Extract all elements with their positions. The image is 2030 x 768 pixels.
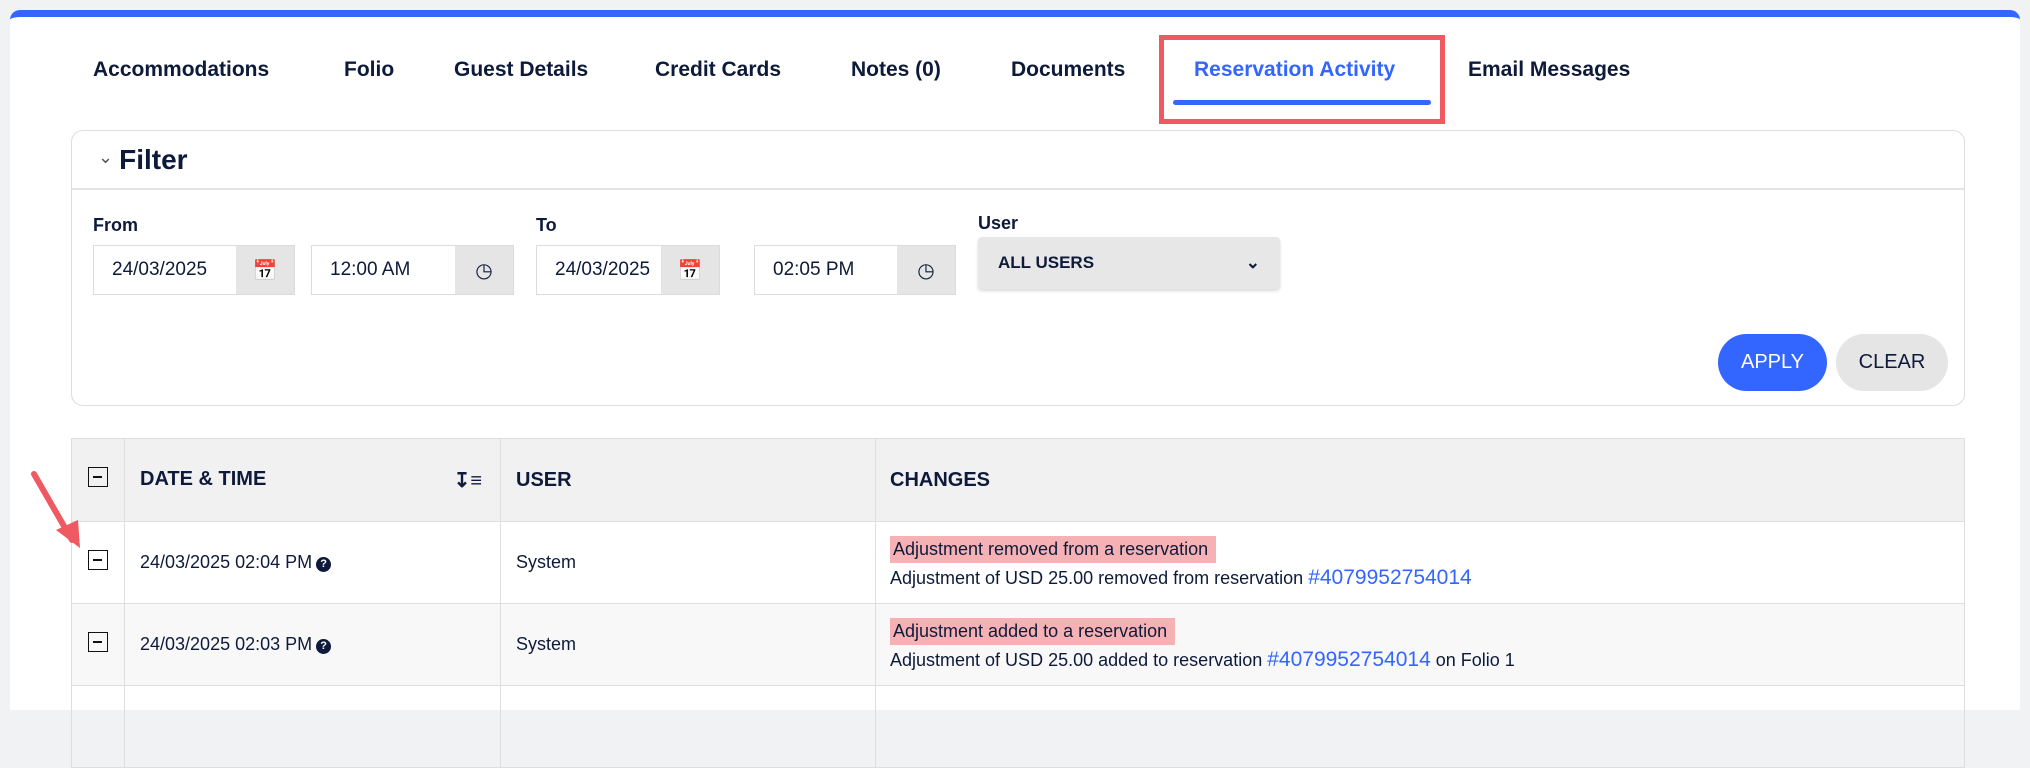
- active-tab-underline: [1173, 100, 1431, 105]
- reservation-link[interactable]: #4079952754014: [1267, 647, 1431, 671]
- change-detail: Adjustment of USD 25.00 added to reserva…: [890, 649, 1263, 670]
- tab-folio[interactable]: Folio: [344, 58, 395, 81]
- calendar-icon[interactable]: 📅: [236, 246, 294, 294]
- from-time-field[interactable]: 12:00 AM ◷: [311, 245, 514, 295]
- collapse-row-toggle[interactable]: [88, 632, 108, 652]
- table-row: 24/03/2025 02:03 PM? System Adjustment a…: [71, 603, 1965, 686]
- from-label: From: [93, 215, 138, 235]
- clear-button[interactable]: CLEAR: [1836, 334, 1948, 391]
- chevron-down-icon: ⌄: [98, 147, 114, 167]
- to-time-value[interactable]: 02:05 PM: [773, 259, 855, 280]
- help-icon[interactable]: ?: [316, 639, 332, 654]
- filter-toggle[interactable]: ⌄ Filter: [72, 131, 1964, 190]
- user-select-value: ALL USERS: [998, 253, 1095, 272]
- sort-desc-icon[interactable]: ↧≡: [453, 469, 482, 492]
- to-date-field[interactable]: 24/03/2025 📅: [536, 245, 720, 295]
- chevron-down-icon: ⌄: [1245, 253, 1260, 272]
- change-tag: Adjustment removed from a reservation: [890, 535, 1217, 563]
- change-tag: Adjustment added to a reservation: [890, 617, 1176, 645]
- to-date-value[interactable]: 24/03/2025: [555, 259, 651, 280]
- tab-reservation-activity[interactable]: Reservation Activity: [1194, 58, 1396, 81]
- user-label: User: [978, 213, 1019, 233]
- tab-email-messages[interactable]: Email Messages: [1468, 58, 1631, 81]
- header-user: USER: [500, 438, 876, 522]
- activity-table: DATE & TIME ↧≡ USER CHANGES 24/03/2025 02…: [71, 438, 1965, 768]
- row-user: System: [500, 521, 876, 604]
- annotation-arrow-icon: [31, 471, 80, 548]
- from-date-field[interactable]: 24/03/2025 📅: [93, 245, 295, 295]
- change-suffix: on Folio 1: [1435, 649, 1515, 670]
- from-date-value[interactable]: 24/03/2025: [112, 259, 208, 280]
- tab-guest-details[interactable]: Guest Details: [454, 58, 589, 81]
- to-label: To: [536, 215, 557, 235]
- to-time-field[interactable]: 02:05 PM ◷: [754, 245, 956, 295]
- user-select[interactable]: ALL USERS ⌄: [978, 237, 1280, 289]
- reservation-link[interactable]: #4079952754014: [1308, 565, 1472, 589]
- row-datetime: 24/03/2025 02:03 PM: [140, 634, 313, 654]
- help-icon[interactable]: ?: [316, 557, 332, 572]
- table-row: 24/03/2025 02:04 PM? System Adjustment r…: [71, 521, 1965, 604]
- annotation-highlight-box: [1159, 35, 1445, 124]
- filter-title: Filter: [119, 143, 188, 175]
- tab-credit-cards[interactable]: Credit Cards: [655, 58, 782, 81]
- clock-icon[interactable]: ◷: [455, 246, 513, 294]
- collapse-all-toggle[interactable]: [88, 467, 108, 487]
- change-detail: Adjustment of USD 25.00 removed from res…: [890, 567, 1304, 588]
- from-time-value[interactable]: 12:00 AM: [330, 259, 411, 280]
- table-header: DATE & TIME ↧≡ USER CHANGES: [71, 438, 1965, 522]
- clock-icon[interactable]: ◷: [897, 246, 955, 294]
- collapse-row-toggle[interactable]: [88, 550, 108, 570]
- tab-documents[interactable]: Documents: [1011, 58, 1126, 81]
- header-changes: CHANGES: [875, 438, 1965, 522]
- tab-accommodations[interactable]: Accommodations: [93, 58, 270, 81]
- row-datetime: 24/03/2025 02:04 PM: [140, 552, 313, 572]
- apply-button[interactable]: APPLY: [1718, 334, 1827, 391]
- header-date-time: DATE & TIME: [140, 467, 267, 490]
- row-user: System: [500, 603, 876, 686]
- calendar-icon[interactable]: 📅: [661, 246, 719, 294]
- tab-notes[interactable]: Notes (0): [851, 58, 941, 81]
